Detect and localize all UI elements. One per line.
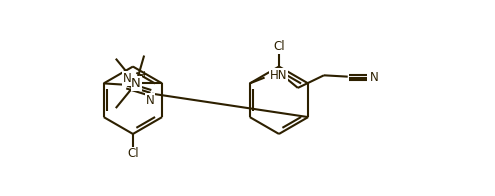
Text: +: + [140, 70, 148, 80]
Text: N: N [131, 77, 141, 90]
Text: N: N [370, 71, 379, 84]
Text: N: N [123, 72, 132, 85]
Text: Cl: Cl [273, 40, 285, 53]
Text: Cl: Cl [127, 147, 139, 160]
Text: N: N [146, 93, 155, 106]
Text: HN: HN [270, 69, 288, 82]
